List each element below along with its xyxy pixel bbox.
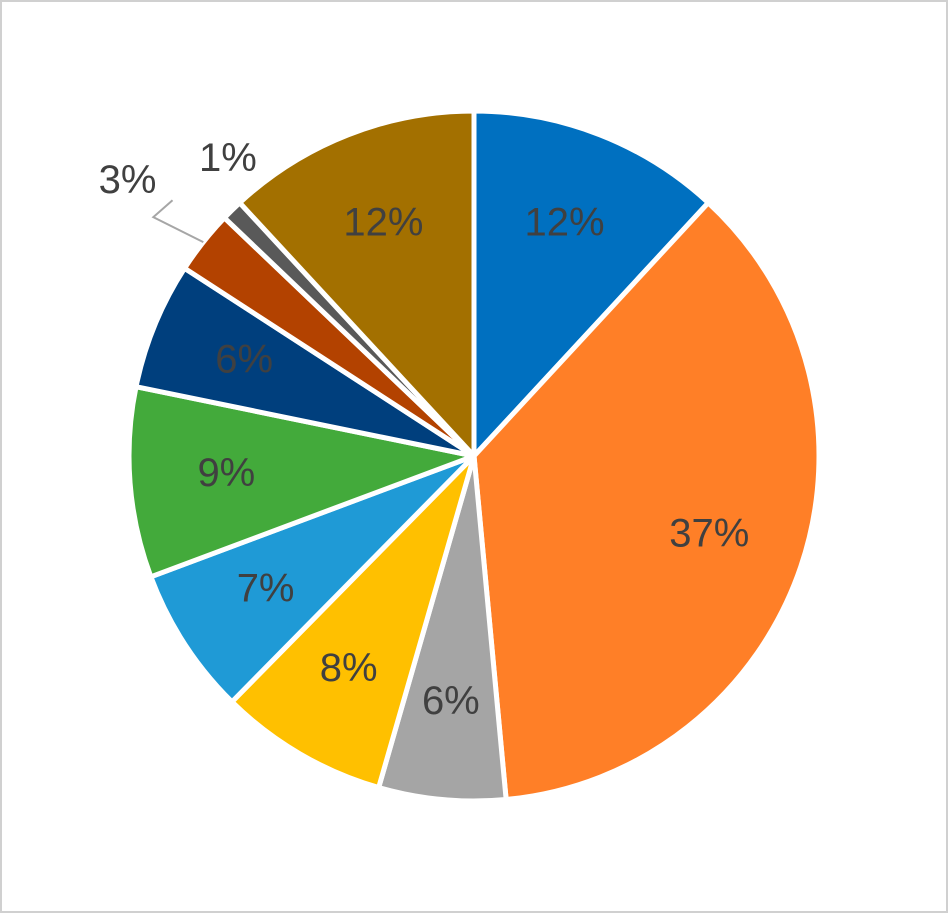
pie-slice [126, 384, 477, 580]
leader-line [151, 199, 204, 243]
pie-slice [471, 200, 822, 802]
data-label: 9% [197, 451, 255, 495]
data-label: 6% [215, 337, 273, 381]
data-label: 8% [320, 646, 378, 690]
data-label: 12% [343, 200, 423, 244]
data-label: 3% [99, 158, 157, 202]
pie-slice [237, 108, 477, 459]
data-label: 6% [422, 679, 480, 723]
pie-slice [229, 453, 477, 791]
pie-slice [471, 108, 711, 459]
pie-slice [148, 453, 477, 705]
data-label: 12% [525, 200, 605, 244]
data-label: 37% [669, 511, 749, 555]
data-label: 1% [199, 136, 257, 180]
data-label: 7% [237, 567, 295, 611]
